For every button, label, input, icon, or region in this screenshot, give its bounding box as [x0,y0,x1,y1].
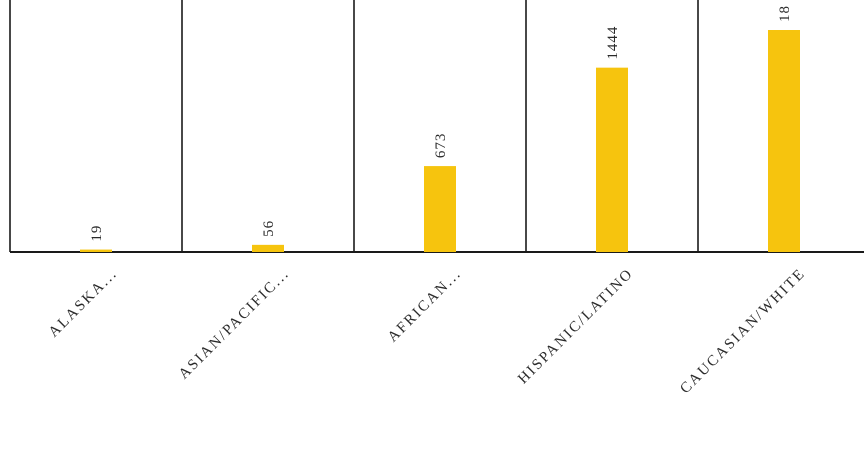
x-tick-label: HISPANIC/LATINO [515,266,637,388]
x-tick-label: ALASKA... [46,266,121,341]
bar [596,67,628,252]
data-label: 56 [261,220,277,237]
bar [80,249,112,252]
bar [424,166,456,252]
bar [252,244,284,252]
data-label: 1444 [605,26,621,60]
data-label: 18 [777,5,793,22]
x-tick-label: AFRICAN... [385,266,465,346]
data-label: 673 [433,133,449,159]
x-tick-label: ASIAN/PACIFIC... [176,266,293,383]
data-label: 19 [89,225,105,242]
x-tick-label: CAUCASIAN/WHITE [677,266,809,398]
bar [768,30,800,252]
